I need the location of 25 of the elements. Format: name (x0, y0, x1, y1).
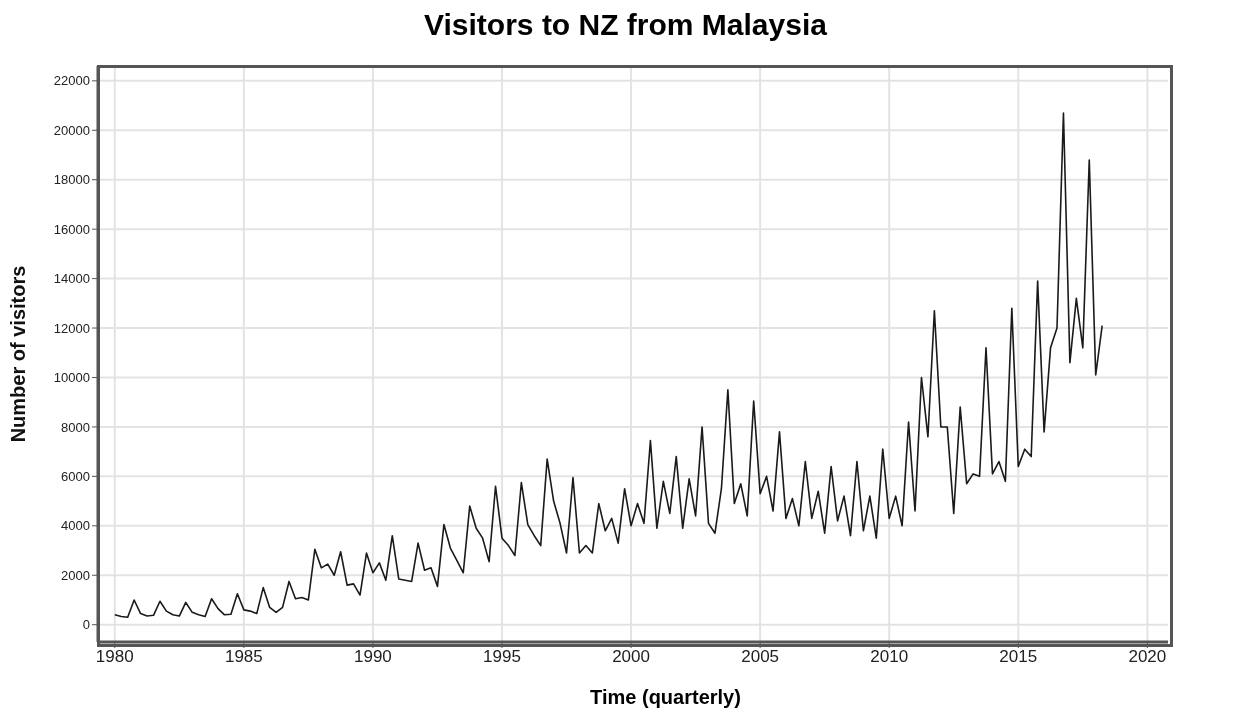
y-tick-label: 20000 (53, 122, 90, 138)
chart-title: Visitors to NZ from Malaysia (423, 8, 828, 42)
x-tick-label: 1995 (483, 647, 521, 667)
y-tick-label: 8000 (61, 419, 90, 435)
y-tick-label: 6000 (61, 468, 90, 484)
x-tick-label: 2000 (612, 647, 650, 667)
x-tick-label: 2005 (741, 647, 780, 667)
x-tick-label: 2015 (999, 647, 1038, 667)
x-tick-label: 1990 (354, 647, 392, 667)
y-tick-label: 18000 (53, 172, 90, 188)
y-tick-label: 2000 (61, 567, 90, 583)
x-axis-title: Time (quarterly) (589, 686, 742, 709)
y-tick-label: 10000 (53, 370, 90, 386)
y-tick-label: 0 (82, 617, 90, 633)
line-series (113, 112, 1103, 619)
y-tick-label: 14000 (53, 271, 90, 287)
x-tick-label: 2010 (870, 647, 909, 667)
y-tick-label: 12000 (53, 320, 90, 336)
x-tick-label: 2020 (1128, 647, 1167, 667)
x-tick-label: 1985 (224, 647, 263, 667)
x-tick-label: 1980 (95, 647, 134, 667)
y-tick-label: 4000 (61, 518, 90, 534)
y-axis-title: Number of visitors (7, 265, 30, 443)
y-tick-label: 16000 (53, 221, 90, 237)
y-tick-label: 22000 (53, 73, 90, 89)
